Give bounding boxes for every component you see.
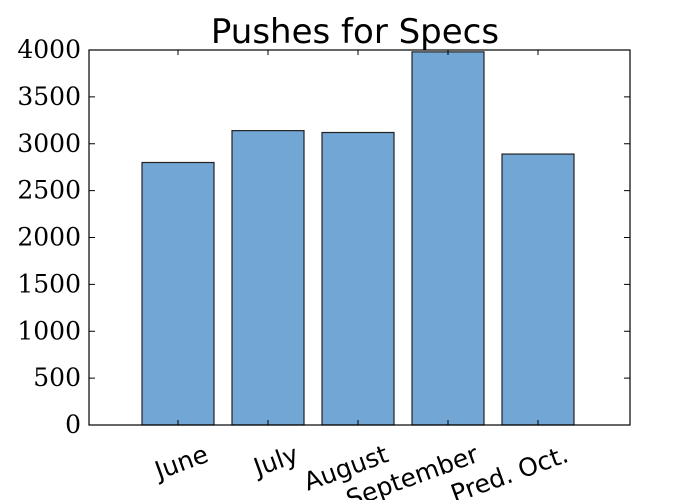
y-tick-label: 3500 xyxy=(17,82,81,111)
x-tick-label: July xyxy=(248,439,302,482)
chart-title: Pushes for Specs xyxy=(211,12,499,52)
bar-september xyxy=(411,51,485,426)
y-tick-label: 3000 xyxy=(17,129,81,158)
y-tick-label: 2500 xyxy=(17,176,81,205)
bar-pred-oct xyxy=(501,153,575,426)
x-tick-label: June xyxy=(149,439,212,486)
bar-july xyxy=(231,130,305,426)
y-tick-label: 500 xyxy=(33,363,81,392)
bar-august xyxy=(321,131,395,426)
y-tick-label: 2000 xyxy=(17,223,81,252)
y-tick-label: 1000 xyxy=(17,316,81,345)
y-axis: 0 500 1000 1500 2000 2500 3000 3500 4000 xyxy=(17,35,81,439)
y-tick-label: 0 xyxy=(65,410,81,439)
y-tick-label: 4000 xyxy=(17,35,81,64)
ticks-layer xyxy=(89,49,630,426)
bar-june xyxy=(141,161,215,426)
bars-layer xyxy=(141,51,575,426)
y-tick-label: 1500 xyxy=(17,269,81,298)
